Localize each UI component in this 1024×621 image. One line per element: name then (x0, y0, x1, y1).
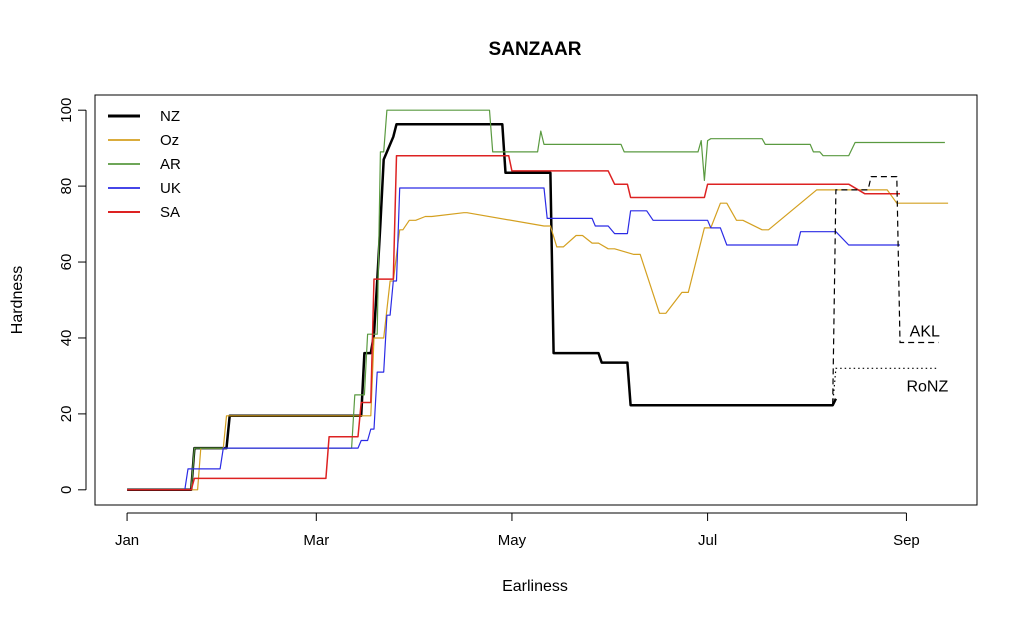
annotations: AKL RoNZ (832, 176, 948, 405)
series-line-uk (127, 187, 900, 491)
y-tick-label: 0 (58, 486, 75, 494)
series-lines (127, 109, 949, 492)
annotation-line-ronz (832, 367, 939, 405)
x-tick-label: Sep (893, 532, 920, 549)
legend: NZ Oz AR UK SA (108, 108, 181, 221)
x-tick-label: Jan (115, 532, 139, 549)
x-axis: Jan Mar May Jul Sep (115, 512, 920, 549)
x-tick-label: Jul (698, 532, 717, 549)
y-axis-label: Hardness (9, 266, 26, 334)
annotation-line-akl (832, 176, 939, 405)
legend-label-ar: AR (160, 156, 181, 173)
annotation-label-ronz: RoNZ (906, 378, 948, 395)
legend-label-uk: UK (160, 180, 181, 197)
series-line-ar (127, 109, 945, 491)
annotation-label-akl: AKL (910, 323, 940, 340)
y-tick-label: 20 (58, 406, 75, 423)
y-tick-label: 80 (58, 178, 75, 195)
legend-label-oz: Oz (160, 132, 179, 149)
plot-frame (94, 94, 978, 506)
x-tick-label: May (498, 532, 527, 549)
chart-title: SANZAAR (489, 39, 582, 60)
y-tick-label: 40 (58, 330, 75, 347)
y-tick-label: 100 (58, 98, 75, 123)
legend-label-nz: NZ (160, 108, 180, 125)
y-axis: 0 20 40 60 80 100 (58, 98, 87, 494)
series-line-oz (127, 189, 949, 491)
x-axis-label: Earliness (502, 578, 568, 595)
series-line-sa (127, 154, 900, 491)
legend-label-sa: SA (160, 204, 180, 221)
series-line-nz (127, 122, 838, 492)
x-tick-label: Mar (303, 532, 329, 549)
y-tick-label: 60 (58, 254, 75, 271)
